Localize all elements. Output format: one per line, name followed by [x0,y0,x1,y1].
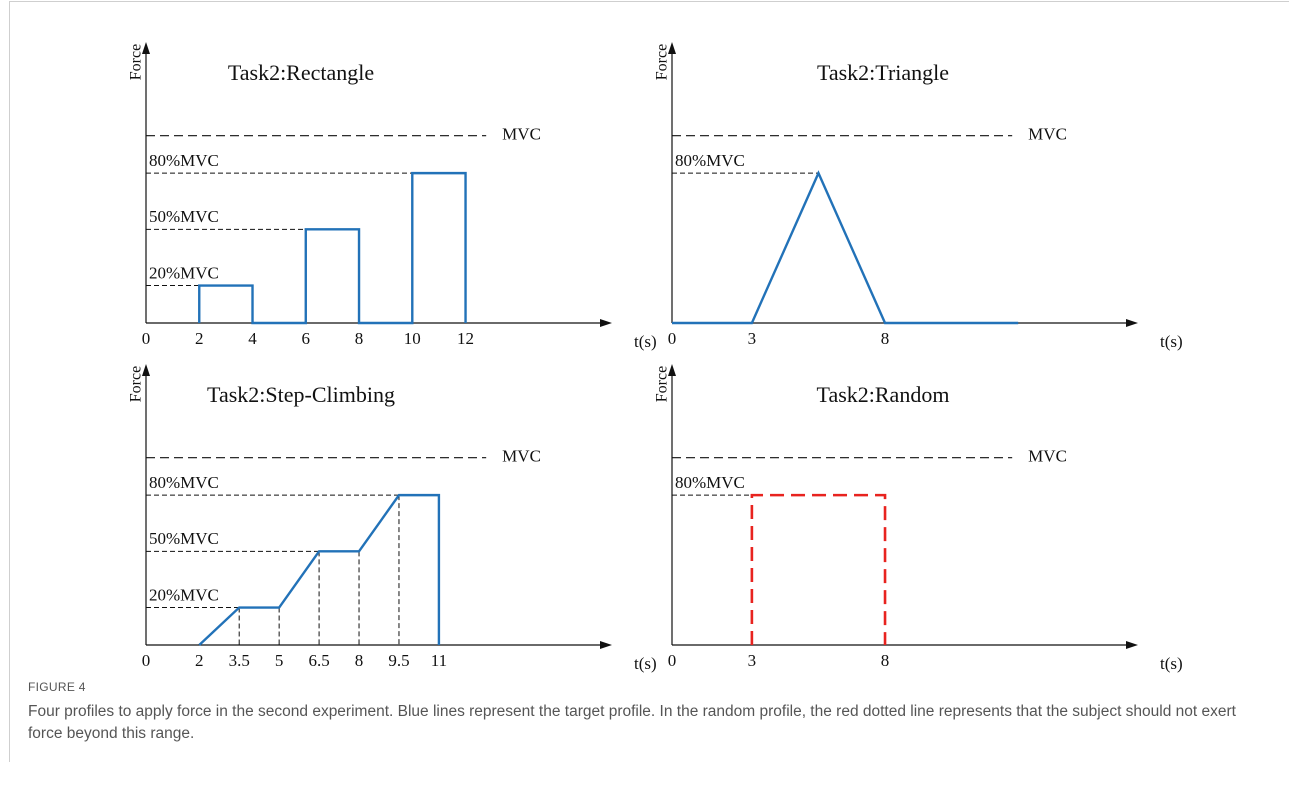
x-tick-label: 12 [457,329,474,348]
reference-label: 50%MVC [149,529,219,548]
chart-title: Task2:Random [817,382,950,407]
profile-line [198,493,441,646]
x-axis-label: t(s) [634,332,657,351]
reference-label: 80%MVC [149,151,219,170]
x-axis-label: t(s) [1160,654,1183,673]
x-tick-label: 8 [355,329,364,348]
x-axis-arrow [1126,319,1138,327]
reference-label: 20%MVC [149,263,219,282]
x-tick-label: 4 [248,329,257,348]
y-axis-label: Force [654,44,671,80]
x-axis-label: t(s) [1160,332,1183,351]
x-tick-label: 9.5 [388,651,409,670]
x-tick-label: 5 [275,651,284,670]
chart-title: Task2:Rectangle [228,60,374,85]
x-tick-label: 2 [195,329,204,348]
profile-line [198,171,467,325]
x-axis-arrow [600,641,612,649]
x-tick-label: 11 [431,651,447,670]
reference-label: MVC [1028,447,1067,466]
x-tick-label: 3.5 [229,651,250,670]
x-axis-arrow [1126,641,1138,649]
chart-title: Task2:Step-Climbing [207,382,395,407]
x-tick-label: 8 [881,329,890,348]
x-tick-label: 0 [668,651,677,670]
reference-label: 50%MVC [149,207,219,226]
reference-label: MVC [502,447,541,466]
x-tick-label: 8 [355,651,364,670]
reference-label: MVC [502,125,541,144]
x-axis-label: t(s) [634,654,657,673]
figure-charts: 20%MVC 50%MVC 80%MVC MVC 0 2 4 6 8 10 12 Task2:Rect… [128,42,1183,673]
chart-title: Task2:Triangle [817,60,949,85]
y-axis-arrow [668,364,676,376]
figure-label: FIGURE 4 [28,680,86,694]
x-tick-label: 0 [142,651,151,670]
y-axis-arrow [142,42,150,54]
x-tick-label: 3 [748,329,757,348]
y-axis-label: Force [654,366,671,402]
y-axis-label: Force [128,366,145,402]
x-tick-label: 0 [142,329,151,348]
x-tick-label: 10 [404,329,421,348]
reference-label: 80%MVC [675,151,745,170]
figure-caption: Four profiles to apply force in the seco… [28,703,1236,742]
x-tick-label: 0 [668,329,677,348]
x-tick-label: 3 [748,651,757,670]
reference-label: 20%MVC [149,585,219,604]
y-axis-arrow [668,42,676,54]
reference-label: MVC [1028,125,1067,144]
y-axis-arrow [142,364,150,376]
profile-line [750,493,887,645]
x-tick-label: 6 [302,329,311,348]
reference-label: 80%MVC [675,473,745,492]
reference-label: 80%MVC [149,473,219,492]
x-tick-label: 6.5 [308,651,329,670]
x-axis-arrow [600,319,612,327]
y-axis-label: Force [128,44,145,80]
x-tick-label: 8 [881,651,890,670]
x-tick-label: 2 [195,651,204,670]
figure-frame [9,1,1289,762]
profile-line [672,170,1019,325]
